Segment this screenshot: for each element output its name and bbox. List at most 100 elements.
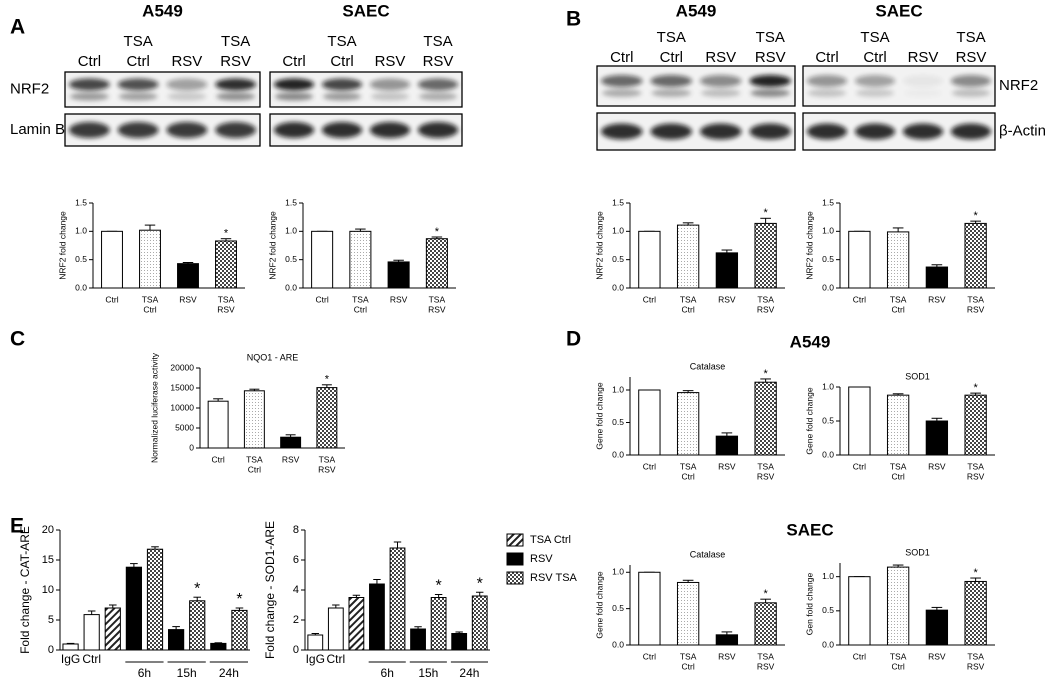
y-tick-label: 0.5 [75,254,87,264]
significance-mark: * [325,374,330,386]
x-tick-label: Ctrl [892,304,905,314]
lane-label: RSV [375,53,406,70]
legend-swatch [506,552,524,566]
y-tick-label: 1.5 [285,197,297,207]
lane-label: RSV [423,53,454,70]
x-tick-label: TSA [967,294,984,304]
lane-label: Ctrl [815,49,838,66]
lane-label: TSA [860,29,889,46]
bar [676,224,700,289]
lane-label: TSA [124,33,153,50]
blot-band [902,75,944,87]
y-tick-label: 5 [48,614,54,626]
bar [638,571,661,646]
y-tick-label: 1.5 [822,197,834,207]
bar [886,231,910,289]
blot-band [69,92,109,101]
x-tick-label: Ctrl [643,294,656,304]
bar [715,252,739,289]
y-tick-label: 2 [293,614,299,626]
blot-band [807,89,847,97]
bar [168,629,185,651]
x-tick-label: TSA [680,294,697,304]
x-tick-label: RSV [757,304,775,314]
panel-label: A [10,16,25,39]
x-tick-label: Ctrl [248,464,261,474]
lane-label: RSV [220,53,251,70]
lane-label: RSV [755,49,786,66]
y-tick-label: 1.5 [75,197,87,207]
panel-label: E [10,515,24,538]
y-tick-label: 1.0 [822,381,834,391]
y-tick-label: 15 [42,554,54,566]
lane-label: Ctrl [78,53,101,70]
x-tick-label: Ctrl [682,471,695,481]
x-tick-label: Ctrl [643,461,656,471]
blot-band [273,78,315,91]
bar [964,580,987,646]
blot-band [855,89,895,97]
lane-label: TSA [423,33,452,50]
y-tick-label: 1.0 [612,567,624,577]
lane-label: RSV [171,53,202,70]
y-tick-label: 0.0 [75,282,87,292]
blot-band [68,122,110,138]
blot-band [700,89,741,97]
lane-label: Ctrl [126,53,149,70]
lane-label: Ctrl [660,49,683,66]
blot-band [215,78,257,91]
group-label: 24h [219,666,239,680]
significance-mark: * [973,567,978,579]
x-tick-label: TSA [757,461,774,471]
significance-mark: * [194,580,200,597]
y-tick-label: 15000 [170,382,194,392]
blot-band [68,78,110,91]
x-tick-label: IgG [61,652,80,666]
bar [104,607,121,651]
y-tick-label: 0.0 [612,639,624,649]
group-label: 15h [177,666,197,680]
y-tick-label: 0.5 [822,415,834,425]
blot-band [166,78,208,91]
x-tick-label: Ctrl [326,652,345,666]
x-tick-label: IgG [306,652,325,666]
y-tick-label: 0.0 [822,282,834,292]
y-tick-label: 1.0 [822,571,834,581]
y-tick-label: 1.0 [822,226,834,236]
y-axis-label: NRF2 fold change [267,211,277,280]
bar [387,261,410,289]
y-axis-label: Normalized luciferase activity [149,352,159,463]
y-tick-label: 0.5 [612,254,624,264]
lane-label: TSA [327,33,356,50]
bar [471,595,488,651]
lane-label: Ctrl [330,53,353,70]
x-tick-label: RSV [928,651,946,661]
y-tick-label: 0 [293,644,299,656]
bar [83,614,100,651]
y-tick-label: 0 [189,442,194,452]
blot-band [651,89,692,97]
y-tick-label: 6 [293,554,299,566]
chart-title: SOD1 [905,371,930,381]
y-tick-label: 1.0 [612,226,624,236]
blot-band [117,122,159,138]
y-tick-label: 1.5 [612,197,624,207]
x-tick-label: RSV [718,461,736,471]
bar [676,392,700,456]
row-label: Lamin B [10,121,65,138]
significance-mark: * [763,207,768,219]
bar [425,238,448,289]
bar [369,583,385,651]
x-tick-label: TSA [218,294,235,304]
blot-band [699,75,742,87]
y-tick-label: 1.0 [285,226,297,236]
x-tick-label: RSV [928,294,946,304]
blot-band [806,123,848,140]
x-tick-label: TSA [680,651,697,661]
bar [886,566,910,646]
y-axis-label: Fold change - SOD1-ARE [263,521,277,659]
blot-band [370,92,410,101]
row-label: β-Actin [999,122,1046,139]
blot-band [601,89,642,97]
blot-band [951,89,991,97]
